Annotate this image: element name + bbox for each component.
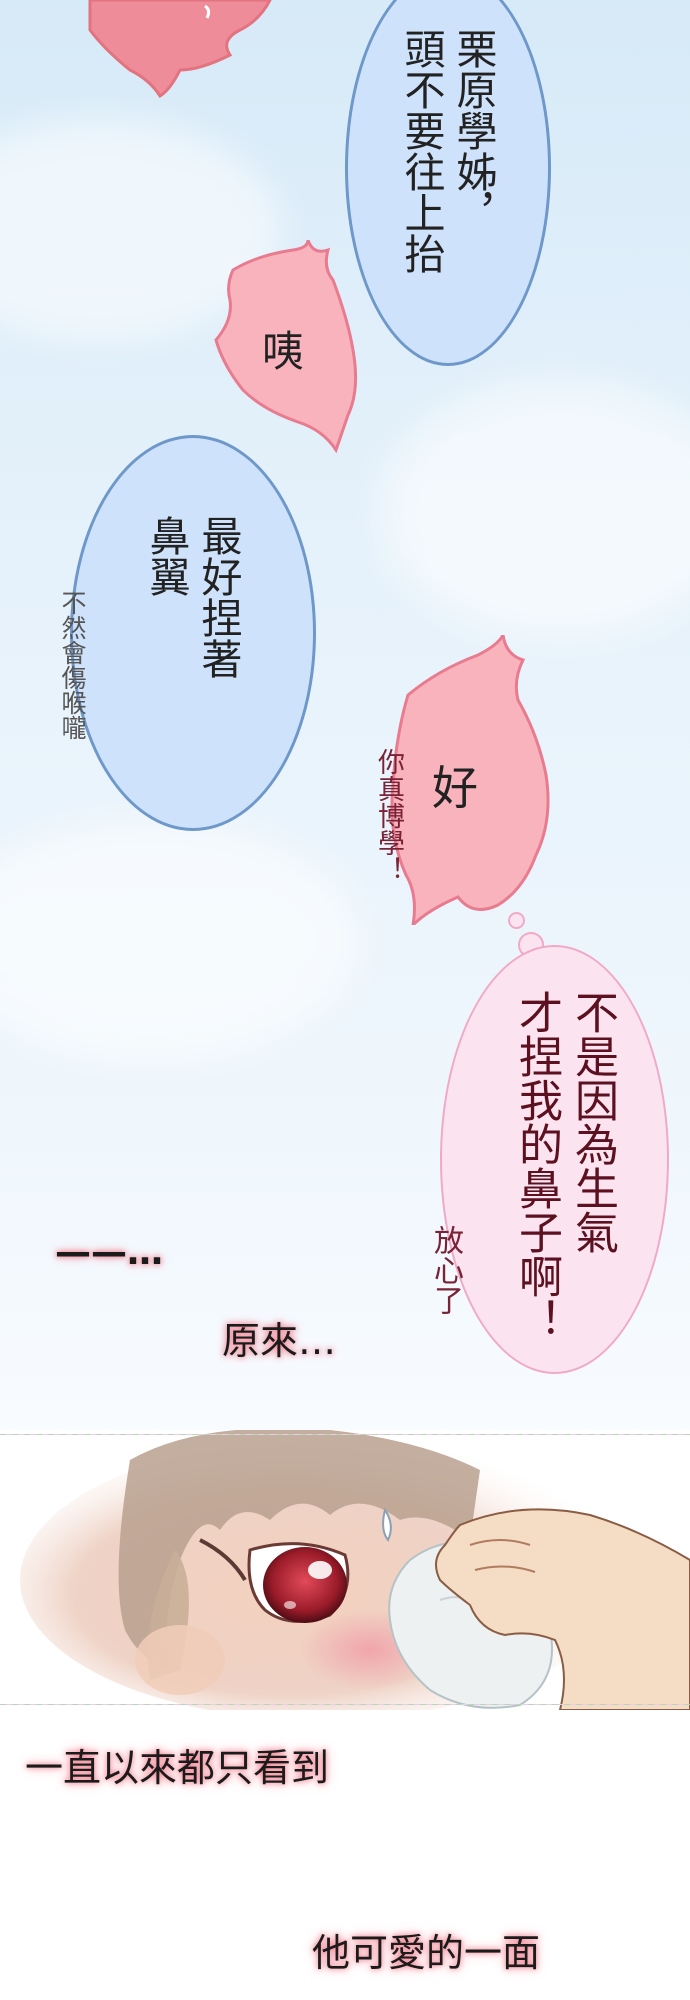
pink-bubble-top-corner bbox=[88, 0, 272, 99]
pink-bubble-medium bbox=[390, 635, 550, 925]
cloud-shape bbox=[380, 380, 690, 640]
speech-text-top: 栗原學姊， 頭不要往上抬 bbox=[397, 28, 497, 274]
thought-dot-small bbox=[508, 912, 525, 929]
aside-text-large: 放心了 bbox=[428, 1225, 463, 1315]
thought-bubble-pink-large bbox=[440, 945, 669, 1374]
illustration-panel bbox=[0, 1430, 690, 1710]
panel-border-top bbox=[0, 1434, 690, 1435]
thought-text-large: 不是因為生氣 才捏我的鼻子啊！ bbox=[511, 990, 618, 1342]
pink-bubble-small bbox=[214, 240, 358, 454]
speech-bubble-blue-top bbox=[345, 0, 551, 366]
caption-realization: 原來… bbox=[222, 1319, 337, 1363]
aside-text-middle: 不然會傷喉嚨 bbox=[58, 590, 87, 740]
speech-bubble-blue-middle bbox=[70, 435, 316, 831]
caption-line-two: 他可愛的一面 bbox=[312, 1931, 541, 1975]
speech-text-medium: 好 bbox=[432, 761, 478, 815]
speech-text-small: 咦 bbox=[262, 327, 305, 376]
panel-border-bottom bbox=[0, 1704, 690, 1705]
cloud-shape bbox=[0, 820, 360, 1060]
girl-face-illustration bbox=[0, 1430, 690, 1710]
caption-line-one: 一直以來都只看到 bbox=[25, 1746, 330, 1790]
aside-text-medium: 你真博學！ bbox=[373, 748, 404, 883]
speech-text-middle: 最好捏著 鼻翼 bbox=[142, 515, 242, 679]
caption-dash: ——… bbox=[55, 1232, 163, 1273]
